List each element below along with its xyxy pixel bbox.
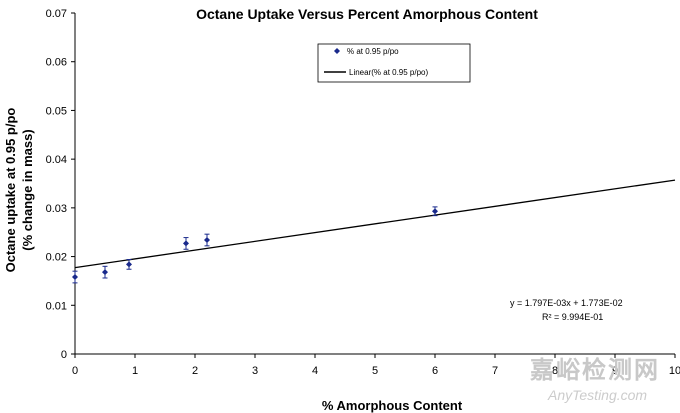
r-squared-line: R² = 9.994E-01: [542, 312, 603, 322]
data-point: [102, 269, 108, 276]
y-tick-label: 0.02: [46, 252, 67, 264]
tick-labels: 0 0.01 0.02 0.03 0.04 0.05 0.06 0.07 0 1 2 3 4 5 6 7 8 9 1…: [46, 8, 680, 377]
x-tick-label: 5: [372, 365, 378, 377]
y-axis-title-line2: (% change in mass): [20, 129, 35, 250]
legend-series-label: % at 0.95 p/po: [347, 47, 399, 56]
y-tick-label: 0.04: [46, 154, 67, 166]
y-tick-label: 0.03: [46, 203, 67, 215]
y-tick-label: 0.01: [46, 300, 67, 312]
y-tick-label: 0.06: [46, 57, 67, 69]
legend: % at 0.95 p/po Linear(% at 0.95 p/po): [317, 43, 471, 83]
watermark-chinese: 嘉峪检测网: [530, 356, 660, 384]
x-axis-title: % Amorphous Content: [322, 398, 463, 413]
watermark-english: AnyTesting.com: [547, 387, 647, 403]
data-points: [72, 206, 438, 284]
x-tick-label: 10: [669, 365, 680, 377]
y-tick-label: 0: [61, 349, 67, 361]
x-tick-label: 2: [192, 365, 198, 377]
data-point: [126, 261, 132, 268]
equation-line: y = 1.797E-03x + 1.773E-02: [510, 298, 623, 308]
data-point: [432, 208, 438, 215]
legend-box: [317, 43, 471, 83]
y-tick-label: 0.05: [46, 105, 67, 117]
y-axis-title: Octane uptake at 0.95 p/po (% change in …: [3, 108, 35, 273]
x-tick-label: 8: [552, 365, 558, 377]
trendline-group: [74, 179, 676, 269]
legend-trendline-label: Linear(% at 0.95 p/po): [349, 68, 428, 77]
x-tick-label: 0: [72, 365, 78, 377]
x-tick-label: 6: [432, 365, 438, 377]
x-tick-label: 9: [612, 365, 618, 377]
axes: [71, 12, 676, 358]
x-tick-label: 1: [132, 365, 138, 377]
watermark: 嘉峪检测网 AnyTesting.com: [530, 356, 660, 403]
data-point: [204, 237, 210, 244]
legend-marker-diamond-icon: [334, 48, 340, 54]
y-tick-label: 0.07: [46, 8, 67, 20]
x-tick-label: 3: [252, 365, 258, 377]
x-tick-label: 7: [492, 365, 498, 377]
x-tick-label: 4: [312, 365, 318, 377]
y-axis-title-line1: Octane uptake at 0.95 p/po: [3, 108, 18, 273]
trendline: [74, 179, 676, 269]
data-point: [183, 240, 189, 247]
regression-equation: y = 1.797E-03x + 1.773E-02 R² = 9.994E-0…: [510, 298, 623, 322]
chart-title: Octane Uptake Versus Percent Amorphous C…: [196, 6, 538, 22]
data-point: [72, 274, 78, 281]
